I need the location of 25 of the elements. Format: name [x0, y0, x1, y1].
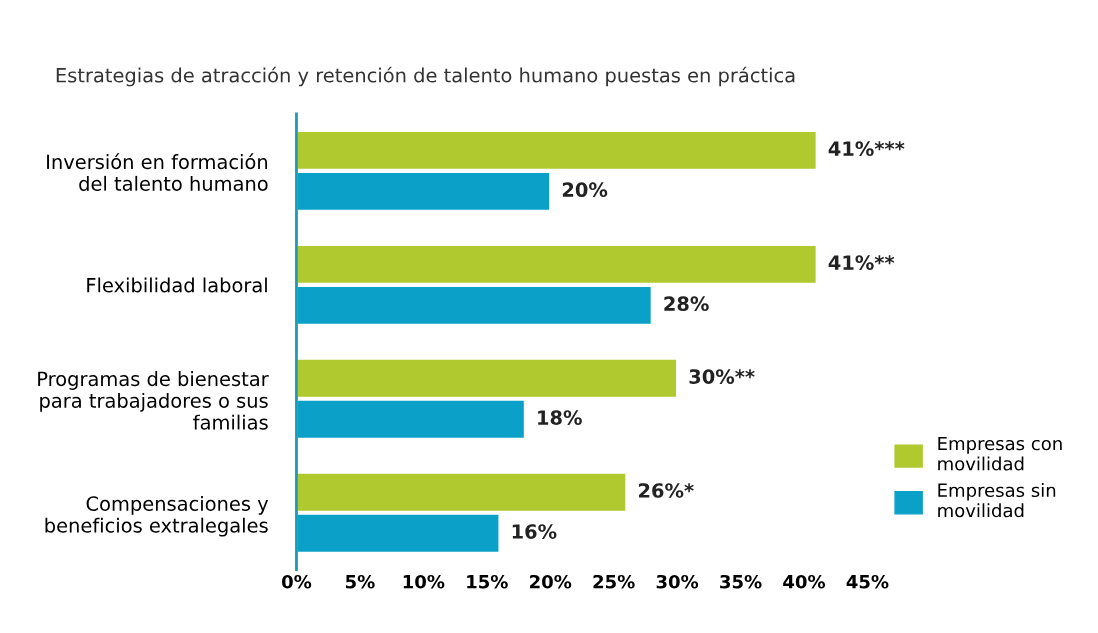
- data-label: 16%: [512, 524, 557, 539]
- y-tick-label: Inversión en formación del talento humano: [47, 153, 268, 191]
- data-label: 26%*: [639, 483, 694, 498]
- data-label: 20%: [562, 182, 608, 198]
- x-tick-label: 10%: [403, 574, 445, 589]
- data-label: 41%***: [828, 141, 905, 157]
- x-tick-label: 40%: [783, 574, 826, 589]
- x-tick-label: 45%: [846, 574, 889, 589]
- x-tick-label: 25%: [593, 574, 635, 589]
- y-tick-label: Compensaciones y beneficios extralegales: [45, 495, 269, 537]
- x-tick-label: 20%: [530, 574, 572, 589]
- y-tick-label: Programas de bienestar para trabajadores o sus familias: [38, 371, 269, 430]
- y-tick-label: Flexibilidad laboral: [87, 277, 267, 293]
- legend-label: Empresas con movilidad: [938, 436, 1062, 471]
- data-label: 18%: [538, 410, 582, 425]
- x-tick-label: 0%: [282, 574, 312, 589]
- data-label: 28%: [664, 296, 709, 311]
- chart-title: Estrategias de atracción y retención de talento humano puestas en práctica: [56, 66, 795, 87]
- x-tick-label: 15%: [467, 574, 508, 589]
- data-label: 30%**: [689, 369, 755, 384]
- x-tick-label: 30%: [656, 574, 699, 589]
- legend-label: Empresas sin movilidad: [938, 483, 1056, 518]
- x-tick-label: 5%: [345, 574, 375, 589]
- x-tick-label: 35%: [720, 574, 762, 589]
- data-label: 41%**: [828, 255, 895, 270]
